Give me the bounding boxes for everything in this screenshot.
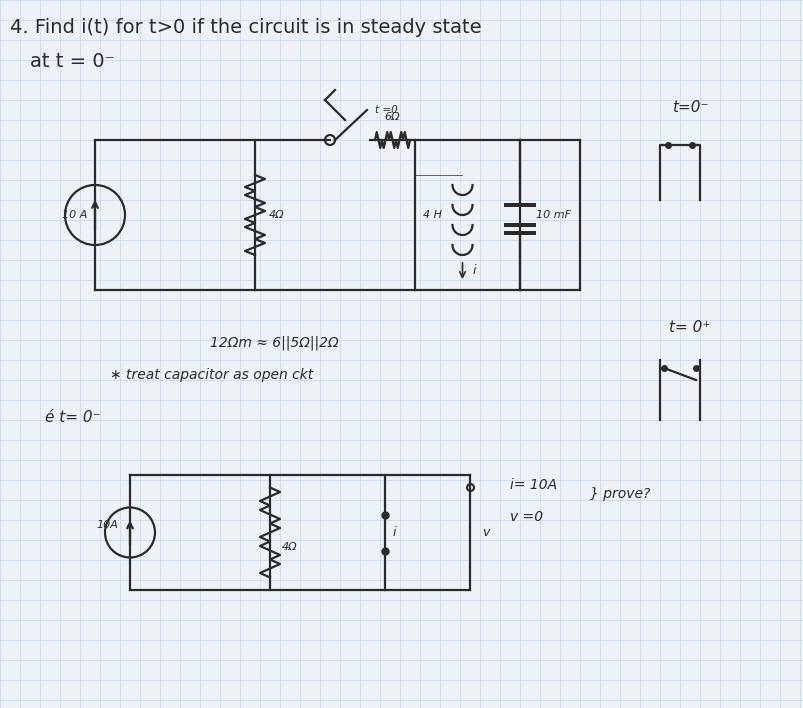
Text: 4. Find i(t) for t>0 if the circuit is in steady state: 4. Find i(t) for t>0 if the circuit is i… [10, 18, 481, 37]
Text: t=0⁻: t=0⁻ [671, 100, 707, 115]
Text: 10 mF: 10 mF [536, 210, 570, 220]
Text: 6Ω: 6Ω [384, 112, 400, 122]
Text: ∗ treat capacitor as open ckt: ∗ treat capacitor as open ckt [110, 368, 313, 382]
Text: é t= 0⁻: é t= 0⁻ [45, 410, 100, 425]
Text: i= 10A: i= 10A [509, 478, 556, 492]
Text: t= 0⁺: t= 0⁺ [668, 320, 710, 335]
Text: } prove?: } prove? [589, 487, 650, 501]
Text: t =0: t =0 [374, 105, 397, 115]
Text: v: v [482, 526, 489, 539]
Text: at t = 0⁻: at t = 0⁻ [30, 52, 115, 71]
Text: i: i [393, 526, 396, 539]
Text: v =0: v =0 [509, 510, 543, 524]
Text: 12Ωm ≈ 6||5Ω||2Ω: 12Ωm ≈ 6||5Ω||2Ω [210, 335, 338, 350]
Text: 10A: 10A [96, 520, 118, 530]
Text: 4Ω: 4Ω [269, 210, 284, 220]
Text: i: i [472, 265, 475, 278]
Text: 10 A: 10 A [62, 210, 87, 220]
Text: 4Ω: 4Ω [282, 542, 297, 552]
Text: 4 H: 4 H [423, 210, 442, 220]
